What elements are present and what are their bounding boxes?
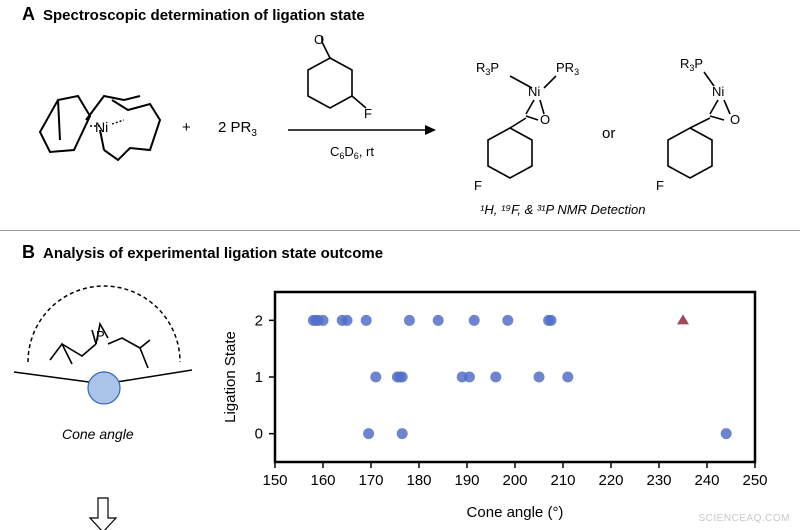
data-point — [490, 371, 502, 383]
panel-a-title: Spectroscopic determination of ligation … — [43, 7, 365, 24]
phosphine-skeleton — [49, 321, 151, 369]
data-point — [317, 314, 329, 326]
p2-o-label: O — [730, 112, 740, 127]
data-point — [502, 314, 514, 326]
panel-a-letter: A — [22, 4, 35, 24]
y-axis-title: Ligation State — [222, 331, 239, 423]
x-tick-label: 220 — [598, 472, 623, 489]
data-point — [562, 371, 574, 383]
reagent-pr3: 2 PR3 — [218, 119, 257, 139]
data-point — [545, 314, 557, 326]
data-point — [363, 428, 375, 440]
x-tick-label: 190 — [454, 472, 479, 489]
y-tick-label: 1 — [255, 369, 263, 386]
x-tick-label: 230 — [646, 472, 671, 489]
product-mono-phosphine — [667, 71, 731, 179]
cone-angle-caption: Cone angle — [62, 426, 134, 442]
p1-left-phosphine: R3P — [476, 60, 499, 77]
fluorobenzaldehyde-structure — [307, 36, 367, 109]
panel-b-title: Analysis of experimental ligation state … — [43, 245, 384, 262]
y-axis: 0 1 2 — [255, 312, 275, 443]
data-point — [341, 314, 353, 326]
x-tick-label: 150 — [262, 472, 287, 489]
p1-right-phosphine: PR3 — [556, 60, 579, 77]
data-point — [403, 314, 415, 326]
ni-label: Ni — [95, 119, 108, 135]
x-axis-title: Cone angle (°) — [467, 504, 564, 521]
aldehyde-f-label: F — [364, 106, 372, 121]
x-tick-label: 180 — [406, 472, 431, 489]
data-point — [463, 371, 475, 383]
or-label: or — [602, 125, 615, 142]
product-bis-phosphine — [487, 75, 557, 179]
phosphorus-label: P — [96, 328, 105, 343]
data-point — [396, 371, 408, 383]
metal-sphere — [87, 371, 121, 405]
x-tick-label: 170 — [358, 472, 383, 489]
panel-b-heading: B Analysis of experimental ligation state… — [22, 242, 383, 263]
data-points — [307, 314, 732, 440]
down-arrow-icon — [88, 497, 118, 530]
x-tick-label: 240 — [694, 472, 719, 489]
cone-arc — [27, 285, 181, 363]
p1-o-label: O — [540, 112, 550, 127]
data-point — [468, 314, 480, 326]
data-point-triangle — [677, 314, 689, 325]
p1-ni-label: Ni — [528, 84, 540, 99]
cone-angle-schematic: P — [13, 285, 193, 530]
panel-a-heading: A Spectroscopic determination of ligation… — [22, 4, 365, 25]
reaction-arrowhead — [425, 125, 436, 135]
x-axis: 150 160 170 180 190 200 210 220 230 240 250 — [262, 462, 768, 489]
y-tick-label: 2 — [255, 312, 263, 329]
aldehyde-o-label: O — [314, 32, 324, 47]
p1-f-label: F — [474, 178, 482, 193]
x-tick-label: 210 — [550, 472, 575, 489]
panel-b-letter: B — [22, 242, 35, 262]
ni-cod2-structure — [38, 94, 162, 162]
x-tick-label: 160 — [310, 472, 335, 489]
reaction-scheme: Ni + 2 PR3 O F C6D6, rt R3P PR3 Ni O F o… — [38, 32, 740, 217]
watermark: SCIENCEAQ.COM — [698, 513, 790, 524]
data-point — [720, 428, 732, 440]
panel-divider — [0, 230, 800, 231]
nmr-detection-label: ¹H, ¹⁹F, & ³¹P NMR Detection — [480, 202, 645, 217]
p2-f-label: F — [656, 178, 664, 193]
p2-phosphine: R3P — [680, 56, 703, 73]
data-point — [396, 428, 408, 440]
p2-ni-label: Ni — [712, 84, 724, 99]
data-point — [370, 371, 382, 383]
data-point — [533, 371, 545, 383]
x-tick-label: 200 — [502, 472, 527, 489]
y-tick-label: 0 — [255, 426, 263, 443]
data-point — [360, 314, 372, 326]
data-point — [432, 314, 444, 326]
x-tick-label: 250 — [742, 472, 767, 489]
plus-sign: + — [182, 119, 191, 136]
conditions-label: C6D6, rt — [330, 144, 374, 161]
